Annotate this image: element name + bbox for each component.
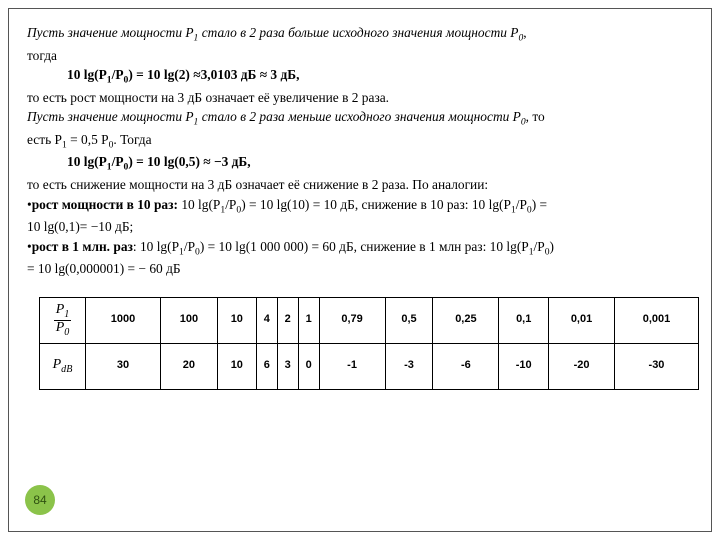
table-row: PdB 30 20 10 6 3 0 -1 -3 -6 -10 -20 -30 xyxy=(40,343,699,389)
table-cell: 1 xyxy=(298,297,319,343)
table-cell: -30 xyxy=(614,343,698,389)
para-1: Пусть значение мощности P1 стало в 2 раз… xyxy=(27,23,693,46)
formula-1: 10 lg(P1/P0) = 10 lg(2) ≈3,0103 дБ ≈ 3 д… xyxy=(27,65,693,88)
row-head-ratio: P1 P0 xyxy=(40,297,86,343)
table-cell: 2 xyxy=(277,297,298,343)
slide-frame: Пусть значение мощности P1 стало в 2 раз… xyxy=(8,8,712,532)
page-number: 84 xyxy=(33,493,46,507)
table-cell: 100 xyxy=(160,297,217,343)
table-row: P1 P0 1000 100 10 4 2 1 0,79 0,5 0,25 0,… xyxy=(40,297,699,343)
bullet-1-cont: 10 lg(0,1)= −10 дБ; xyxy=(27,217,693,236)
page-number-badge: 84 xyxy=(25,485,55,515)
para-2: тогда xyxy=(27,46,693,65)
table-cell: -6 xyxy=(433,343,499,389)
table-cell: 0,25 xyxy=(433,297,499,343)
bullet-2: •рост в 1 млн. раз: 10 lg(P1/P0) = 10 lg… xyxy=(27,237,693,260)
table-cell: 3 xyxy=(277,343,298,389)
table-cell: 20 xyxy=(160,343,217,389)
row-head-db: PdB xyxy=(40,343,86,389)
table-cell: -10 xyxy=(499,343,549,389)
table-cell: 0,01 xyxy=(549,297,615,343)
para-4: Пусть значение мощности P1 стало в 2 раз… xyxy=(27,107,693,130)
table-cell: 0,001 xyxy=(614,297,698,343)
table-cell: -1 xyxy=(319,343,385,389)
table-cell: 10 xyxy=(217,297,256,343)
table-cell: 0,1 xyxy=(499,297,549,343)
para-3: то есть рост мощности на 3 дБ означает е… xyxy=(27,88,693,107)
table-cell: 30 xyxy=(86,343,161,389)
para-6: то есть снижение мощности на 3 дБ означа… xyxy=(27,175,693,194)
table-cell: 6 xyxy=(256,343,277,389)
table-cell: 0,79 xyxy=(319,297,385,343)
table-cell: 0,5 xyxy=(385,297,433,343)
table-cell: 0 xyxy=(298,343,319,389)
table-cell: -3 xyxy=(385,343,433,389)
table-cell: 1000 xyxy=(86,297,161,343)
formula-2: 10 lg(P1/P0) = 10 lg(0,5) ≈ −3 дБ, xyxy=(27,152,693,175)
table-cell: -20 xyxy=(549,343,615,389)
ratio-table: P1 P0 1000 100 10 4 2 1 0,79 0,5 0,25 0,… xyxy=(39,297,699,390)
table-cell: 10 xyxy=(217,343,256,389)
text-content: Пусть значение мощности P1 стало в 2 раз… xyxy=(27,23,693,390)
bullet-1: •рост мощности в 10 раз: 10 lg(P1/P0) = … xyxy=(27,195,693,218)
bullet-2-cont: = 10 lg(0,000001) = − 60 дБ xyxy=(27,259,693,278)
para-5: есть P1 = 0,5 P0. Тогда xyxy=(27,130,693,153)
table-cell: 4 xyxy=(256,297,277,343)
